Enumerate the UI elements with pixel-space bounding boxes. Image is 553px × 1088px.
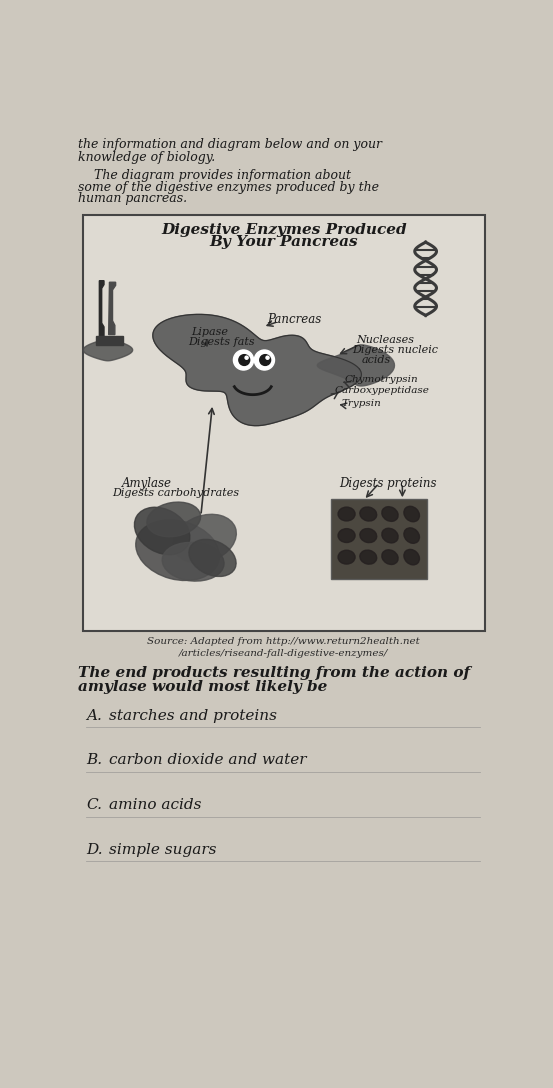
Text: human pancreas.: human pancreas. (79, 193, 187, 206)
Ellipse shape (338, 551, 355, 564)
Ellipse shape (382, 507, 398, 521)
Ellipse shape (338, 507, 355, 521)
Text: some of the digestive enzymes produced by the: some of the digestive enzymes produced b… (79, 181, 379, 194)
Ellipse shape (360, 551, 377, 565)
Circle shape (233, 350, 254, 370)
Text: C.: C. (86, 799, 102, 812)
Text: Amylase: Amylase (122, 477, 172, 490)
Polygon shape (108, 282, 116, 335)
Text: acids: acids (362, 355, 392, 364)
Text: B.: B. (86, 754, 102, 767)
Text: amylase would most likely be: amylase would most likely be (79, 680, 328, 694)
Text: Digests fats: Digests fats (187, 337, 254, 347)
Polygon shape (153, 314, 362, 425)
Polygon shape (100, 281, 104, 338)
Ellipse shape (360, 507, 377, 521)
Text: D.: D. (86, 843, 103, 857)
FancyBboxPatch shape (83, 215, 484, 631)
Ellipse shape (162, 543, 224, 581)
FancyBboxPatch shape (331, 498, 427, 579)
Text: carbon dioxide and water: carbon dioxide and water (109, 754, 307, 767)
Ellipse shape (147, 502, 201, 536)
Circle shape (239, 355, 250, 366)
Ellipse shape (404, 549, 420, 565)
Text: Carboxypeptidase: Carboxypeptidase (334, 386, 429, 395)
Text: By Your Pancreas: By Your Pancreas (210, 235, 358, 249)
Text: Chymotrypsin: Chymotrypsin (345, 375, 418, 384)
Ellipse shape (338, 529, 355, 543)
Text: Digests carbohydrates: Digests carbohydrates (112, 487, 239, 498)
Text: knowledge of biology.: knowledge of biology. (79, 150, 216, 163)
Text: Trypsin: Trypsin (342, 398, 382, 408)
Circle shape (254, 350, 274, 370)
Text: starches and proteins: starches and proteins (109, 708, 278, 722)
FancyBboxPatch shape (96, 336, 123, 345)
Text: amino acids: amino acids (109, 799, 202, 812)
Ellipse shape (404, 528, 420, 543)
Text: Digests proteins: Digests proteins (339, 477, 436, 490)
Text: Digests nucleic: Digests nucleic (352, 345, 438, 355)
Circle shape (245, 356, 248, 359)
Text: simple sugars: simple sugars (109, 843, 217, 857)
Ellipse shape (135, 520, 220, 581)
Text: The diagram provides information about: The diagram provides information about (79, 169, 351, 182)
Ellipse shape (404, 506, 420, 522)
Circle shape (260, 355, 270, 366)
Text: Pancreas: Pancreas (267, 313, 321, 326)
Text: The end products resulting from the action of: The end products resulting from the acti… (79, 667, 471, 680)
Ellipse shape (382, 529, 398, 543)
Ellipse shape (134, 507, 190, 555)
Polygon shape (317, 345, 394, 386)
Text: Source: Adapted from http://www.return2health.net
/articles/riseand-fall-digesti: Source: Adapted from http://www.return2h… (148, 638, 420, 658)
Text: Digestive Enzymes Produced: Digestive Enzymes Produced (161, 223, 406, 237)
Text: Lipase: Lipase (191, 326, 228, 337)
Circle shape (266, 356, 269, 359)
Polygon shape (83, 339, 133, 361)
Text: A.: A. (86, 708, 102, 722)
Ellipse shape (382, 549, 398, 565)
Text: Nucleases: Nucleases (356, 335, 414, 345)
Ellipse shape (189, 540, 236, 577)
Text: the information and diagram below and on your: the information and diagram below and on… (79, 138, 383, 151)
Ellipse shape (360, 529, 377, 543)
Ellipse shape (173, 515, 236, 562)
